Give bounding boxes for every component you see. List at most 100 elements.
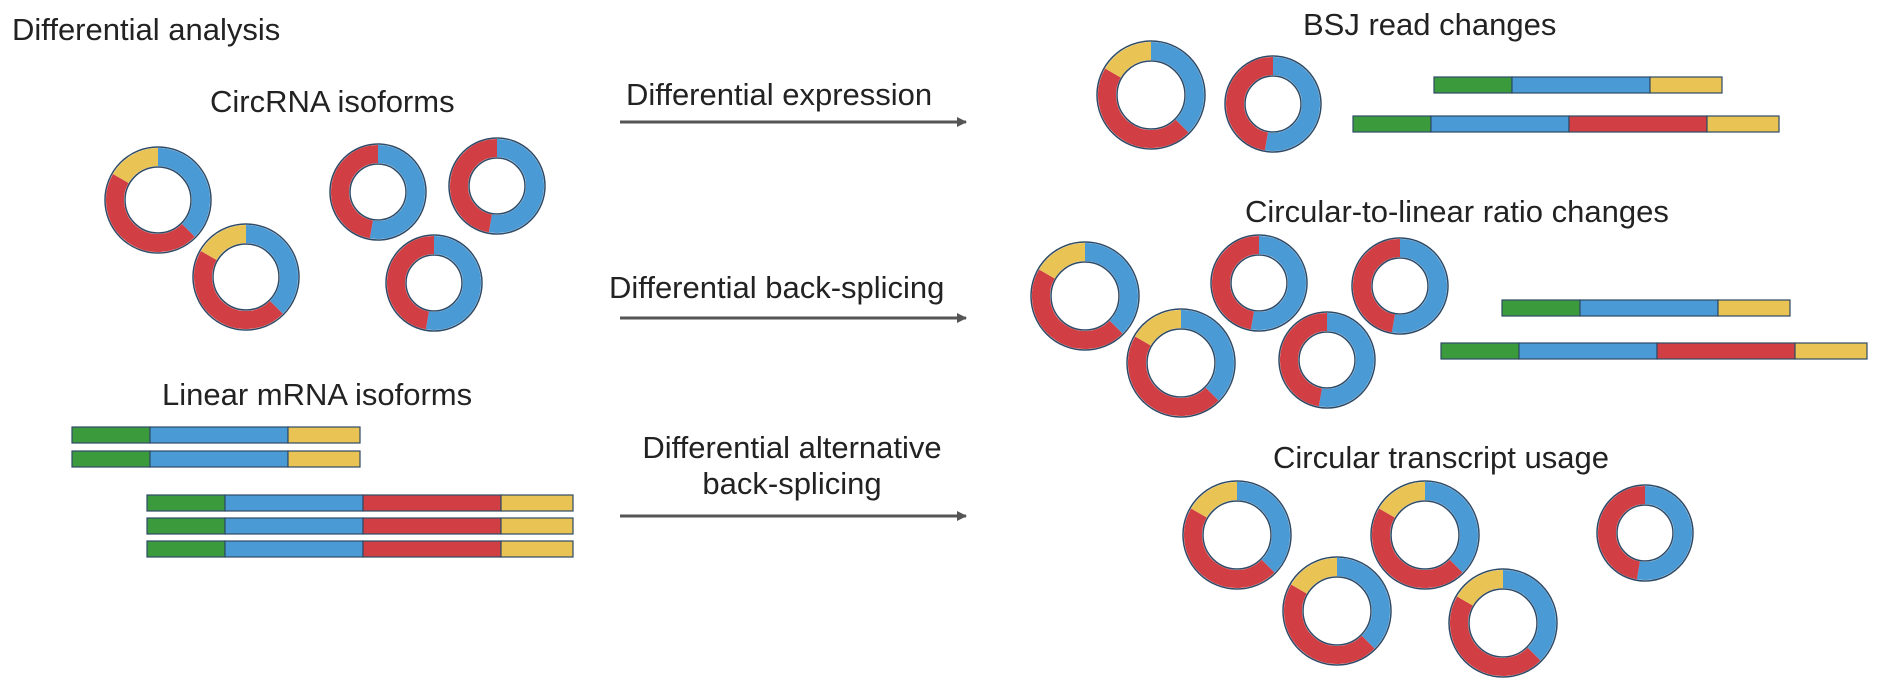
circrna-ring-5 [385, 234, 483, 332]
blue-arc [1424, 482, 1478, 573]
bsj-linear-long [1352, 115, 1780, 133]
bsj-read-changes-label: BSJ read changes [1303, 7, 1557, 42]
red-arc [1032, 269, 1123, 349]
yellow-exon [287, 450, 361, 468]
circular-to-linear-ratio-label: Circular-to-linear ratio changes [1245, 194, 1669, 229]
blue-arc [1502, 570, 1556, 661]
blue-arc [1084, 243, 1138, 334]
bsj-ring-1 [1096, 40, 1206, 150]
red-arc [331, 145, 379, 239]
red-arc [1280, 313, 1328, 407]
linear-mrna-long-1 [146, 494, 574, 512]
red-arc [1450, 596, 1541, 676]
yellow-arc [1291, 558, 1338, 594]
usage-ring-4 [1448, 568, 1558, 678]
linear-mrna-isoforms-label: Linear mRNA isoforms [162, 377, 473, 412]
ratio-linear-short [1501, 299, 1791, 317]
blue-exon [1579, 299, 1719, 317]
blue-arc [1391, 239, 1447, 333]
linear-mrna-short-2 [71, 450, 361, 468]
usage-ring-5 [1596, 484, 1694, 582]
red-exon [362, 540, 502, 558]
blue-arc [1636, 486, 1692, 580]
circrna-ring-1 [104, 146, 212, 254]
yellow-exon [1706, 115, 1780, 133]
blue-exon [224, 540, 364, 558]
red-arc [1598, 486, 1646, 580]
blue-arc [1318, 313, 1374, 407]
blue-exon [149, 450, 289, 468]
red-exon [1568, 115, 1708, 133]
red-exon [1656, 342, 1796, 360]
yellow-exon [1649, 76, 1723, 94]
figure-title: Differential analysis [12, 12, 281, 47]
red-arc [1353, 239, 1401, 333]
blue-arc [245, 225, 298, 314]
yellow-arc [1457, 570, 1504, 606]
blue-exon [224, 494, 364, 512]
usage-ring-3 [1370, 480, 1480, 590]
blue-arc [1336, 558, 1390, 649]
blue-exon [1518, 342, 1658, 360]
ratio-ring-1 [1030, 241, 1140, 351]
yellow-exon [1717, 299, 1791, 317]
usage-ring-1 [1182, 480, 1292, 590]
yellow-arc [1379, 482, 1426, 518]
bars-layer [71, 76, 1868, 558]
green-exon [146, 517, 226, 535]
ratio-ring-3 [1210, 234, 1308, 332]
ratio-ring-4 [1351, 237, 1449, 335]
blue-exon [224, 517, 364, 535]
circrna-ring-3 [329, 143, 427, 241]
arrow-label-line-1: Differential alternative [642, 430, 942, 465]
blue-arc [369, 145, 425, 239]
yellow-arc [1135, 310, 1182, 346]
yellow-arc [1105, 42, 1152, 78]
red-exon [362, 517, 502, 535]
green-exon [1433, 76, 1513, 94]
yellow-arc [1191, 482, 1238, 518]
red-arc [1128, 336, 1219, 416]
circrna-ring-2 [192, 223, 300, 331]
red-arc [1098, 68, 1189, 148]
arrow-label-differential-expression: Differential expression [626, 77, 933, 112]
blue-exon [1430, 115, 1570, 133]
blue-exon [149, 426, 289, 444]
ratio-ring-5 [1278, 311, 1376, 409]
red-arc [106, 174, 195, 252]
green-exon [146, 494, 226, 512]
linear-mrna-long-2 [146, 517, 574, 535]
red-arc [1284, 584, 1375, 664]
red-arc [1184, 508, 1275, 588]
red-arc [387, 236, 435, 330]
yellow-arc [1039, 243, 1086, 279]
usage-ring-2 [1282, 556, 1392, 666]
yellow-exon [500, 494, 574, 512]
bsj-linear-short [1433, 76, 1723, 94]
blue-arc [1180, 310, 1234, 401]
red-arc [1372, 508, 1463, 588]
ratio-ring-2 [1126, 308, 1236, 418]
ratio-linear-long [1440, 342, 1868, 360]
blue-arc [1150, 42, 1204, 133]
arrow-label-line-2: back-splicing [702, 465, 882, 501]
green-exon [1352, 115, 1432, 133]
blue-arc [488, 139, 544, 233]
green-exon [1440, 342, 1520, 360]
circrna-isoforms-label: CircRNA isoforms [210, 84, 455, 119]
green-exon [71, 426, 151, 444]
yellow-exon [500, 517, 574, 535]
red-arc [194, 251, 283, 329]
blue-arc [157, 148, 210, 237]
yellow-arc [112, 148, 159, 184]
red-arc [1212, 236, 1260, 330]
blue-arc [1250, 236, 1306, 330]
linear-mrna-long-3 [146, 540, 574, 558]
yellow-exon [1794, 342, 1868, 360]
blue-arc [1264, 57, 1320, 151]
red-exon [362, 494, 502, 512]
green-exon [146, 540, 226, 558]
green-exon [1501, 299, 1581, 317]
arrows-layer [620, 117, 967, 521]
